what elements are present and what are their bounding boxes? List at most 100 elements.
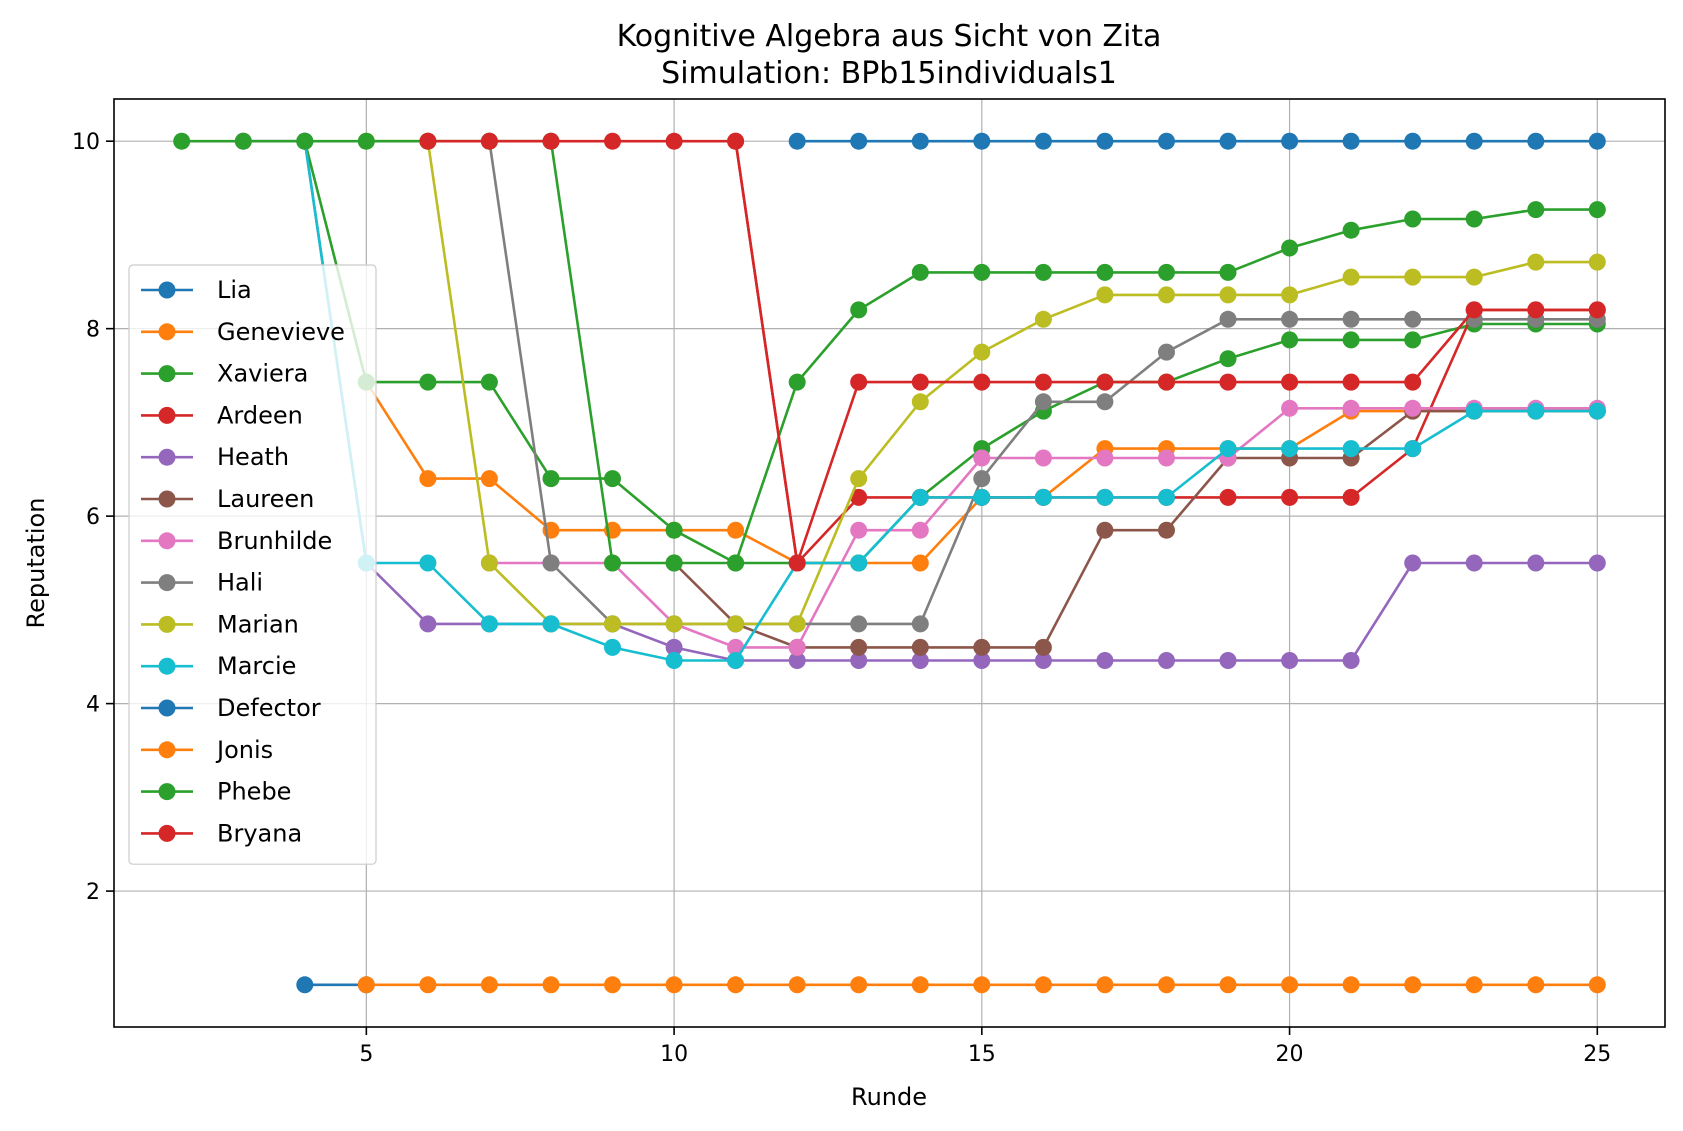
data-point	[1588, 554, 1606, 572]
legend-item: Brunhilde	[141, 527, 332, 555]
y-axis-label: Reputation	[22, 498, 50, 629]
data-point	[480, 976, 498, 994]
series-xaviera	[296, 132, 1606, 572]
data-point	[911, 521, 929, 539]
series-heath	[234, 132, 1606, 669]
data-point	[542, 976, 560, 994]
data-point	[788, 373, 806, 391]
data-point	[419, 132, 437, 150]
data-point	[850, 615, 868, 633]
data-point	[1342, 976, 1360, 994]
legend-swatch-marker	[158, 323, 176, 341]
data-point	[850, 470, 868, 488]
data-point	[419, 615, 437, 633]
data-point	[1342, 652, 1360, 669]
legend-label: Phebe	[217, 778, 291, 806]
data-point	[665, 521, 683, 539]
data-point	[1219, 652, 1237, 669]
data-point	[1281, 286, 1299, 304]
data-point	[1588, 253, 1606, 271]
legend-item: Lia	[141, 276, 252, 304]
legend-item: Marcie	[141, 652, 296, 680]
series-line	[427, 139, 1598, 565]
x-tick-label: 5	[359, 1042, 373, 1067]
data-point	[542, 554, 560, 572]
data-point	[1465, 554, 1483, 572]
data-point	[1096, 263, 1114, 281]
data-point	[1219, 488, 1237, 506]
data-point	[1281, 652, 1299, 669]
legend-label: Defector	[217, 694, 321, 722]
legend-item: Defector	[141, 694, 321, 722]
data-point	[788, 976, 806, 994]
legend-swatch-marker	[158, 699, 176, 717]
data-point	[973, 343, 991, 361]
legend-item: Jonis	[141, 736, 273, 764]
data-point	[1034, 488, 1052, 506]
axis-ticks: 5 10 15 20 25 2 4 6 8 10	[72, 130, 1611, 1067]
legend-item: Phebe	[141, 778, 291, 806]
data-point	[542, 132, 560, 150]
data-point	[850, 521, 868, 539]
x-tick-label: 10	[660, 1042, 688, 1067]
data-point	[1158, 286, 1175, 304]
plot-frame	[113, 98, 1666, 1028]
legend-item: Heath	[141, 443, 289, 471]
data-point	[665, 652, 683, 669]
legend-label: Genevieve	[217, 318, 345, 346]
data-point	[1404, 976, 1422, 994]
data-point	[1588, 301, 1606, 319]
chart-title: Kognitive Algebra aus Sicht von Zita	[617, 19, 1162, 54]
data-point	[1465, 268, 1483, 286]
data-point	[1342, 310, 1360, 328]
data-point	[357, 132, 375, 150]
series-laureen	[665, 402, 1606, 656]
data-point	[911, 976, 929, 994]
legend: Lia Genevieve Xaviera Ardeen Heath Laureen Bru…	[128, 264, 377, 865]
series-lia	[788, 132, 1606, 150]
data-point	[1096, 449, 1114, 467]
data-point	[1034, 132, 1052, 150]
legend-swatch-marker	[158, 532, 176, 550]
data-point	[480, 470, 498, 488]
data-point	[1527, 301, 1545, 319]
legend-label: Bryana	[217, 819, 302, 847]
data-point	[727, 521, 745, 539]
data-point	[788, 652, 806, 669]
data-point	[1465, 301, 1483, 319]
data-point	[1034, 373, 1052, 391]
data-point	[1034, 393, 1052, 411]
legend-swatch-marker	[158, 615, 176, 633]
legend-item: Xaviera	[141, 360, 308, 388]
data-point	[480, 615, 498, 633]
x-tick-label: 20	[1276, 1042, 1304, 1067]
data-point	[665, 976, 683, 994]
legend-item: Genevieve	[141, 318, 345, 346]
data-point	[1342, 132, 1360, 150]
data-point	[480, 554, 498, 572]
data-point	[727, 652, 745, 669]
data-point	[911, 132, 929, 150]
data-point	[1096, 393, 1114, 411]
legend-item: Marian	[141, 610, 299, 638]
legend-item: Ardeen	[141, 401, 303, 429]
data-point	[1281, 239, 1299, 257]
data-point	[419, 373, 437, 391]
data-point	[1158, 652, 1175, 669]
data-point	[1404, 399, 1422, 417]
data-point	[911, 615, 929, 633]
data-point	[911, 373, 929, 391]
data-point	[850, 554, 868, 572]
data-point	[1465, 976, 1483, 994]
data-point	[1527, 201, 1545, 219]
data-point	[542, 615, 560, 633]
legend-label: Lia	[217, 276, 252, 304]
data-point	[1342, 331, 1360, 349]
data-point	[1281, 373, 1299, 391]
data-point	[1034, 310, 1052, 328]
legend-item: Hali	[141, 569, 263, 597]
data-point	[1404, 210, 1422, 228]
data-point	[911, 638, 929, 656]
data-point	[1404, 268, 1422, 286]
data-point	[1465, 210, 1483, 228]
